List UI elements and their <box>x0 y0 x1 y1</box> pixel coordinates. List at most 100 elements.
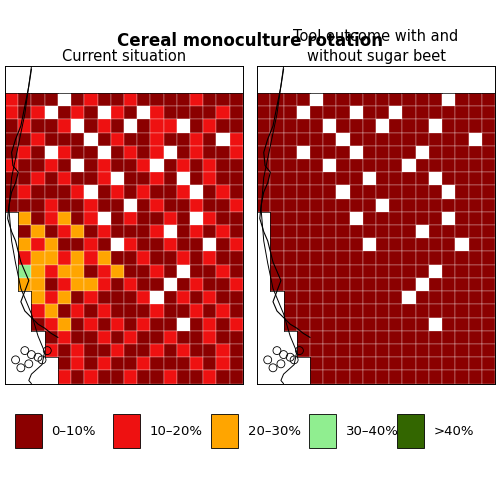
Bar <box>363 213 376 226</box>
Bar <box>482 173 495 186</box>
Bar <box>350 358 363 371</box>
Bar <box>363 226 376 239</box>
Bar <box>270 265 283 278</box>
Bar <box>390 213 402 226</box>
Bar <box>456 318 468 331</box>
Bar <box>203 252 216 265</box>
Bar <box>71 146 85 160</box>
Bar <box>230 252 243 265</box>
Bar <box>350 239 363 252</box>
Bar <box>177 226 190 239</box>
Bar <box>84 199 98 213</box>
Bar <box>429 94 442 107</box>
Bar <box>84 94 98 107</box>
Bar <box>323 331 336 344</box>
Bar <box>216 265 230 278</box>
Bar <box>71 94 85 107</box>
Bar <box>284 94 297 107</box>
Bar <box>363 199 376 213</box>
Bar <box>257 133 270 146</box>
Bar <box>482 213 495 226</box>
Bar <box>190 318 203 331</box>
Bar <box>71 265 85 278</box>
Bar <box>376 278 390 291</box>
Bar <box>190 239 203 252</box>
Bar <box>150 331 164 344</box>
Bar <box>230 199 243 213</box>
Bar <box>216 120 230 133</box>
Bar <box>416 265 429 278</box>
Bar <box>190 265 203 278</box>
Bar <box>323 133 336 146</box>
Bar <box>416 199 429 213</box>
Bar <box>230 291 243 305</box>
Bar <box>110 265 124 278</box>
Bar <box>98 358 110 371</box>
Bar <box>32 278 44 291</box>
Bar <box>257 94 270 107</box>
Bar <box>482 265 495 278</box>
Bar <box>297 107 310 120</box>
Bar <box>5 199 18 213</box>
Bar <box>203 120 216 133</box>
Bar <box>124 239 137 252</box>
Bar <box>32 160 44 173</box>
Bar <box>468 213 482 226</box>
Bar <box>58 318 71 331</box>
Bar <box>18 173 32 186</box>
Bar <box>44 239 58 252</box>
Bar <box>110 358 124 371</box>
Bar <box>5 160 18 173</box>
Bar <box>390 160 402 173</box>
Bar <box>203 226 216 239</box>
Bar <box>230 226 243 239</box>
Bar <box>350 305 363 318</box>
Bar <box>71 107 85 120</box>
Bar <box>110 107 124 120</box>
Bar <box>18 199 32 213</box>
Bar <box>363 291 376 305</box>
Bar <box>284 146 297 160</box>
Bar <box>190 331 203 344</box>
Bar <box>203 239 216 252</box>
Bar <box>110 252 124 265</box>
Bar <box>32 213 44 226</box>
Bar <box>468 107 482 120</box>
Bar <box>456 291 468 305</box>
Bar <box>110 173 124 186</box>
Bar <box>363 239 376 252</box>
Bar <box>124 344 137 358</box>
Bar <box>442 226 456 239</box>
Bar <box>350 278 363 291</box>
Bar <box>203 318 216 331</box>
Bar <box>350 133 363 146</box>
Bar <box>363 173 376 186</box>
Bar <box>336 318 349 331</box>
Bar <box>376 146 390 160</box>
Bar <box>137 252 150 265</box>
Bar <box>468 331 482 344</box>
Bar <box>177 133 190 146</box>
Bar <box>84 318 98 331</box>
Bar <box>110 160 124 173</box>
Bar <box>164 186 177 199</box>
Bar <box>211 414 238 448</box>
Bar <box>84 239 98 252</box>
Bar <box>137 199 150 213</box>
Bar <box>429 226 442 239</box>
Bar <box>323 265 336 278</box>
Bar <box>297 265 310 278</box>
Bar <box>456 344 468 358</box>
Bar <box>350 344 363 358</box>
Bar <box>468 146 482 160</box>
Bar <box>429 146 442 160</box>
Bar <box>18 186 32 199</box>
Bar <box>164 305 177 318</box>
Bar <box>124 291 137 305</box>
Bar <box>442 213 456 226</box>
Bar <box>98 278 110 291</box>
Bar <box>310 265 323 278</box>
Bar <box>32 291 44 305</box>
Bar <box>137 146 150 160</box>
Bar <box>5 146 18 160</box>
